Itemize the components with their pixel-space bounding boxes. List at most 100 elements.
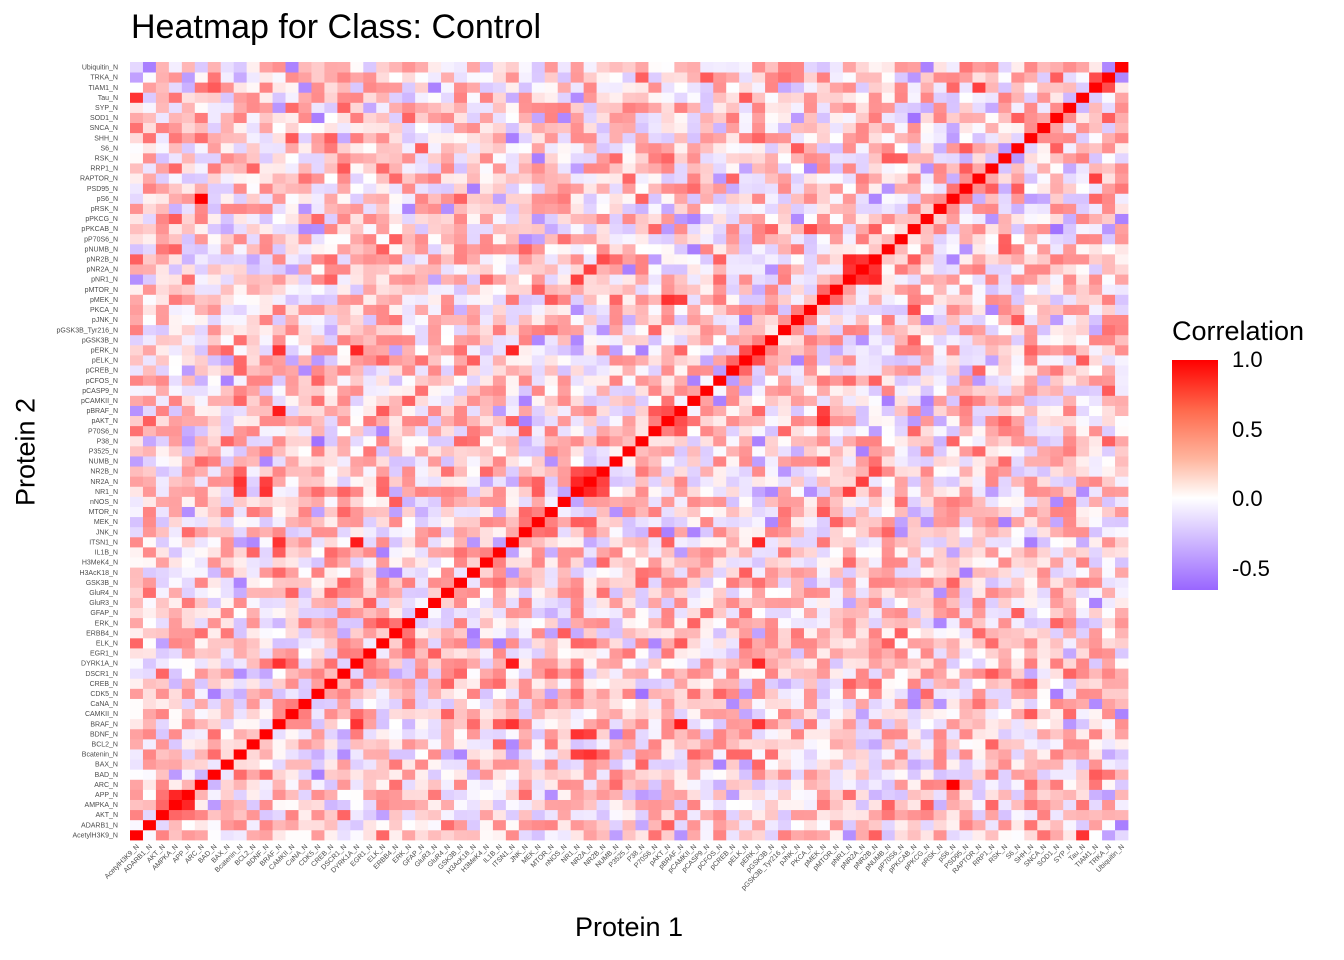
heatmap-cell — [233, 769, 248, 780]
heatmap-cell — [466, 829, 481, 841]
heatmap-cell — [765, 284, 779, 295]
heatmap-cell — [713, 405, 727, 417]
heatmap-cell — [337, 365, 351, 376]
heatmap-cell — [557, 728, 572, 740]
heatmap-cell — [220, 809, 235, 821]
heatmap-cell — [855, 102, 870, 113]
heatmap-cell — [596, 536, 610, 548]
heatmap-cell — [285, 769, 299, 780]
heatmap-cell — [207, 253, 222, 265]
heatmap-cell — [544, 738, 559, 750]
heatmap-cell — [583, 648, 597, 659]
heatmap-cell — [155, 819, 170, 831]
heatmap-cell — [868, 536, 883, 548]
heatmap-cell — [168, 678, 183, 689]
heatmap-cell — [518, 233, 533, 245]
heatmap-cell — [454, 769, 468, 780]
heatmap-cell — [855, 809, 870, 821]
heatmap-cell — [946, 405, 960, 417]
heatmap-cell — [765, 173, 779, 184]
heatmap-cell — [609, 82, 623, 93]
heatmap-cell — [648, 779, 662, 790]
heatmap-cell — [687, 506, 701, 518]
heatmap-cell — [700, 466, 714, 477]
heatmap-cell — [479, 132, 494, 144]
heatmap-cell — [959, 648, 973, 659]
heatmap-cell — [233, 132, 248, 144]
heatmap-cell — [246, 567, 261, 578]
heatmap-cell — [920, 102, 934, 113]
heatmap-cell — [168, 456, 183, 467]
heatmap-cell — [142, 567, 157, 578]
heatmap-cell — [363, 769, 377, 780]
heatmap-cell — [454, 213, 468, 225]
heatmap-cell — [765, 456, 779, 467]
heatmap-cell — [946, 688, 960, 699]
heatmap-cell — [829, 526, 844, 538]
heatmap-cell — [311, 304, 325, 315]
heatmap-cell — [207, 152, 222, 164]
heatmap-cell — [298, 779, 312, 790]
heatmap-cell — [531, 668, 546, 679]
heatmap-cell — [298, 476, 312, 487]
heatmap-cell — [531, 415, 546, 427]
heatmap-cell — [479, 425, 494, 437]
heatmap-cell — [428, 405, 442, 417]
heatmap-cell — [505, 708, 520, 720]
heatmap-cell — [246, 829, 261, 841]
heatmap-cell — [363, 132, 377, 144]
heatmap-cell — [803, 688, 818, 699]
heatmap-cell — [765, 203, 779, 214]
heatmap-cell — [946, 799, 960, 811]
heatmap-cell — [842, 668, 857, 679]
heatmap-cell — [765, 253, 779, 265]
heatmap-cell — [687, 173, 701, 184]
heatmap-cell — [505, 738, 520, 750]
heatmap-cell — [376, 223, 390, 235]
heatmap-cell — [661, 829, 675, 841]
heatmap-cell — [868, 314, 883, 326]
heatmap-cell — [518, 334, 533, 346]
heatmap-cell — [505, 395, 520, 406]
heatmap-cell — [220, 456, 235, 467]
heatmap-cell — [376, 526, 390, 538]
heatmap-cell — [466, 415, 481, 427]
heatmap-cell — [259, 324, 273, 336]
heatmap-cell — [674, 476, 688, 487]
heatmap-cell — [518, 738, 533, 750]
heatmap-cell — [596, 658, 610, 669]
heatmap-cell — [350, 466, 364, 477]
heatmap-cell — [609, 476, 623, 487]
heatmap-cell — [791, 223, 805, 235]
heatmap-cell — [713, 213, 727, 225]
heatmap-cell — [220, 567, 235, 578]
heatmap-cell — [739, 749, 753, 760]
heatmap-cell — [687, 92, 701, 103]
heatmap-cell — [466, 334, 481, 346]
heatmap-cell — [791, 637, 805, 649]
heatmap-cell — [324, 688, 338, 699]
heatmap-cell — [661, 142, 675, 154]
heatmap-cell — [505, 375, 520, 386]
heatmap-cell — [687, 738, 701, 750]
heatmap-cell — [531, 425, 546, 437]
heatmap-cell — [337, 496, 351, 507]
heatmap-cell — [207, 466, 222, 477]
heatmap-cell — [168, 375, 183, 386]
heatmap-cell — [415, 294, 429, 305]
heatmap-cell — [881, 456, 896, 467]
heatmap-cell — [492, 223, 507, 235]
heatmap-cell — [687, 112, 701, 124]
heatmap-cell — [259, 365, 273, 376]
heatmap-cell — [661, 476, 675, 487]
heatmap-cell — [492, 193, 507, 204]
heatmap-cell — [570, 476, 585, 487]
heatmap-cell — [363, 294, 377, 305]
heatmap-cell — [842, 375, 857, 386]
heatmap-cell — [570, 536, 585, 548]
heatmap-cell — [376, 728, 390, 740]
heatmap-cell — [946, 789, 960, 800]
heatmap-cell — [674, 829, 688, 841]
heatmap-cell — [557, 62, 572, 73]
heatmap-cell — [622, 749, 636, 760]
